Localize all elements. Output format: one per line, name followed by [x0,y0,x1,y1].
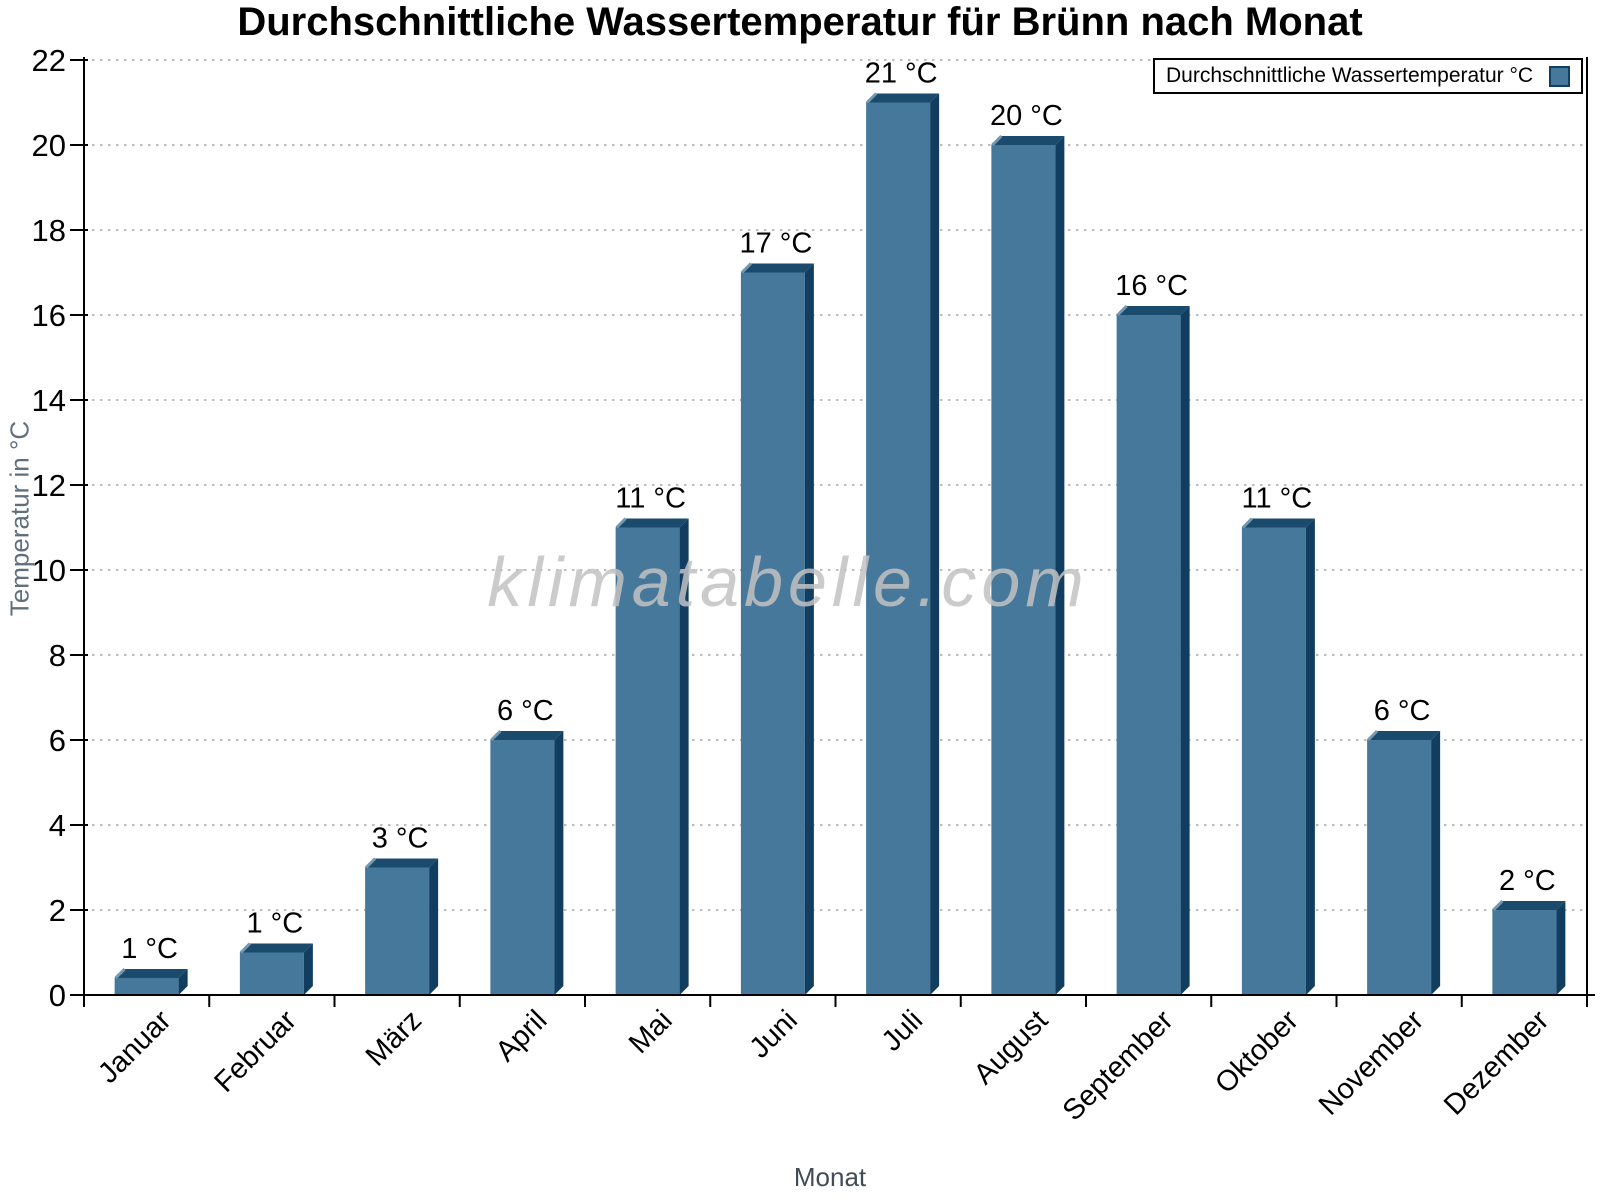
bar-top-november [1367,731,1441,740]
bar-side-august [1055,136,1065,995]
bar-bevel-februar [239,942,251,954]
y-tick-label-22: 22 [32,43,66,78]
y-axis-title: Temperatur in °C [4,420,35,617]
x-tick-label-februar: Februar [208,1004,303,1099]
x-tick-label-september: September [1057,1004,1180,1127]
bar-bevel-oktober [1241,517,1253,529]
bar-side-november [1431,731,1441,995]
x-tick-label-oktober: Oktober [1209,1004,1305,1100]
bar-value-label-september: 16 °C [1115,270,1188,302]
bar-value-label-april: 6 °C [497,695,554,727]
bar-august [991,145,1056,995]
y-tick-label-8: 8 [49,638,66,673]
y-tick-label-16: 16 [32,298,66,333]
bar-top-januar [114,969,188,978]
x-tick-label-november: November [1313,1004,1430,1121]
bar-bevel-mai [615,517,627,529]
bar-value-label-august: 20 °C [990,100,1063,132]
bar-side-mai [679,518,689,995]
bar-value-label-januar: 1 °C [121,933,178,965]
x-tick-label-juni: Juni [744,1004,804,1064]
bar-top-februar [239,943,313,953]
legend-swatch-icon [1549,65,1570,87]
y-tick-label-10: 10 [32,553,66,588]
x-tick-label-august: August [968,1004,1054,1090]
bar-bevel-august [991,134,1003,147]
y-tick-label-12: 12 [32,468,66,503]
x-tick-label-mai: Mai [623,1004,679,1060]
bar-januar [114,978,179,995]
bar-top-mai [615,518,689,528]
y-tick-label-14: 14 [32,383,66,418]
bar-side-dezember [1556,901,1566,995]
bar-top-juli [866,93,940,103]
bar-side-september [1180,306,1190,995]
bar-value-label-juli: 21 °C [865,58,938,90]
bar-value-label-februar: 1 °C [247,908,304,940]
bar-bevel-juli [866,92,878,104]
bar-november [1367,740,1432,995]
bar-top-mrz [365,858,439,868]
y-tick-label-4: 4 [49,808,66,843]
bar-bevel-mrz [365,857,377,869]
bar-side-juni [804,263,814,995]
bar-bevel-dezember [1492,899,1504,912]
legend: Durchschnittliche Wassertemperatur °C [1153,58,1583,94]
bar-mai [615,527,680,995]
bar-value-label-mrz: 3 °C [372,823,429,855]
bar-bevel-januar [114,967,126,980]
y-tick-label-0: 0 [49,978,66,1013]
bar-top-juni [740,263,814,273]
bar-top-april [490,731,564,740]
bar-oktober [1241,527,1306,995]
bar-bevel-april [490,729,502,742]
bar-side-april [554,731,564,995]
legend-label: Durchschnittliche Wassertemperatur °C [1166,64,1534,87]
bar-value-label-oktober: 11 °C [1242,483,1313,515]
bar-top-dezember [1492,901,1566,910]
x-axis-title: Monat [793,1162,867,1192]
bar-side-januar [178,969,188,995]
x-tick-label-dezember: Dezember [1438,1004,1555,1121]
watermark: klimatabelle.com [487,542,1089,621]
bar-bevel-september [1116,304,1128,317]
bar-februar [239,952,304,995]
bar-side-februar [303,943,313,995]
bar-side-juli [930,93,940,995]
bar-dezember [1492,910,1557,995]
bar-top-august [991,136,1065,145]
bar-top-september [1116,306,1190,315]
x-tick-label-januar: Januar [92,1004,178,1090]
bar-top-oktober [1241,518,1315,528]
chart-title: Durchschnittliche Wassertemperatur für B… [237,0,1363,44]
bar-juni [740,272,805,995]
bar-mrz [365,867,430,995]
x-tick-label-april: April [490,1004,554,1068]
bar-juli [866,102,931,995]
bar-value-label-mai: 11 °C [615,483,686,515]
y-tick-label-18: 18 [32,213,66,248]
bar-april [490,740,555,995]
bar-side-mrz [429,858,439,995]
bar-value-label-juni: 17 °C [739,228,812,260]
x-tick-label-mrz: März [360,1004,428,1072]
y-tick-label-20: 20 [32,128,66,163]
bar-side-oktober [1305,518,1315,995]
bar-september [1116,315,1181,995]
bar-bevel-juni [740,262,752,274]
y-tick-label-2: 2 [49,893,66,928]
bar-value-label-dezember: 2 °C [1499,865,1556,897]
x-tick-label-juli: Juli [876,1004,929,1057]
y-tick-label-6: 6 [49,723,66,758]
bar-bevel-november [1367,729,1379,742]
bar-value-label-november: 6 °C [1374,695,1431,727]
